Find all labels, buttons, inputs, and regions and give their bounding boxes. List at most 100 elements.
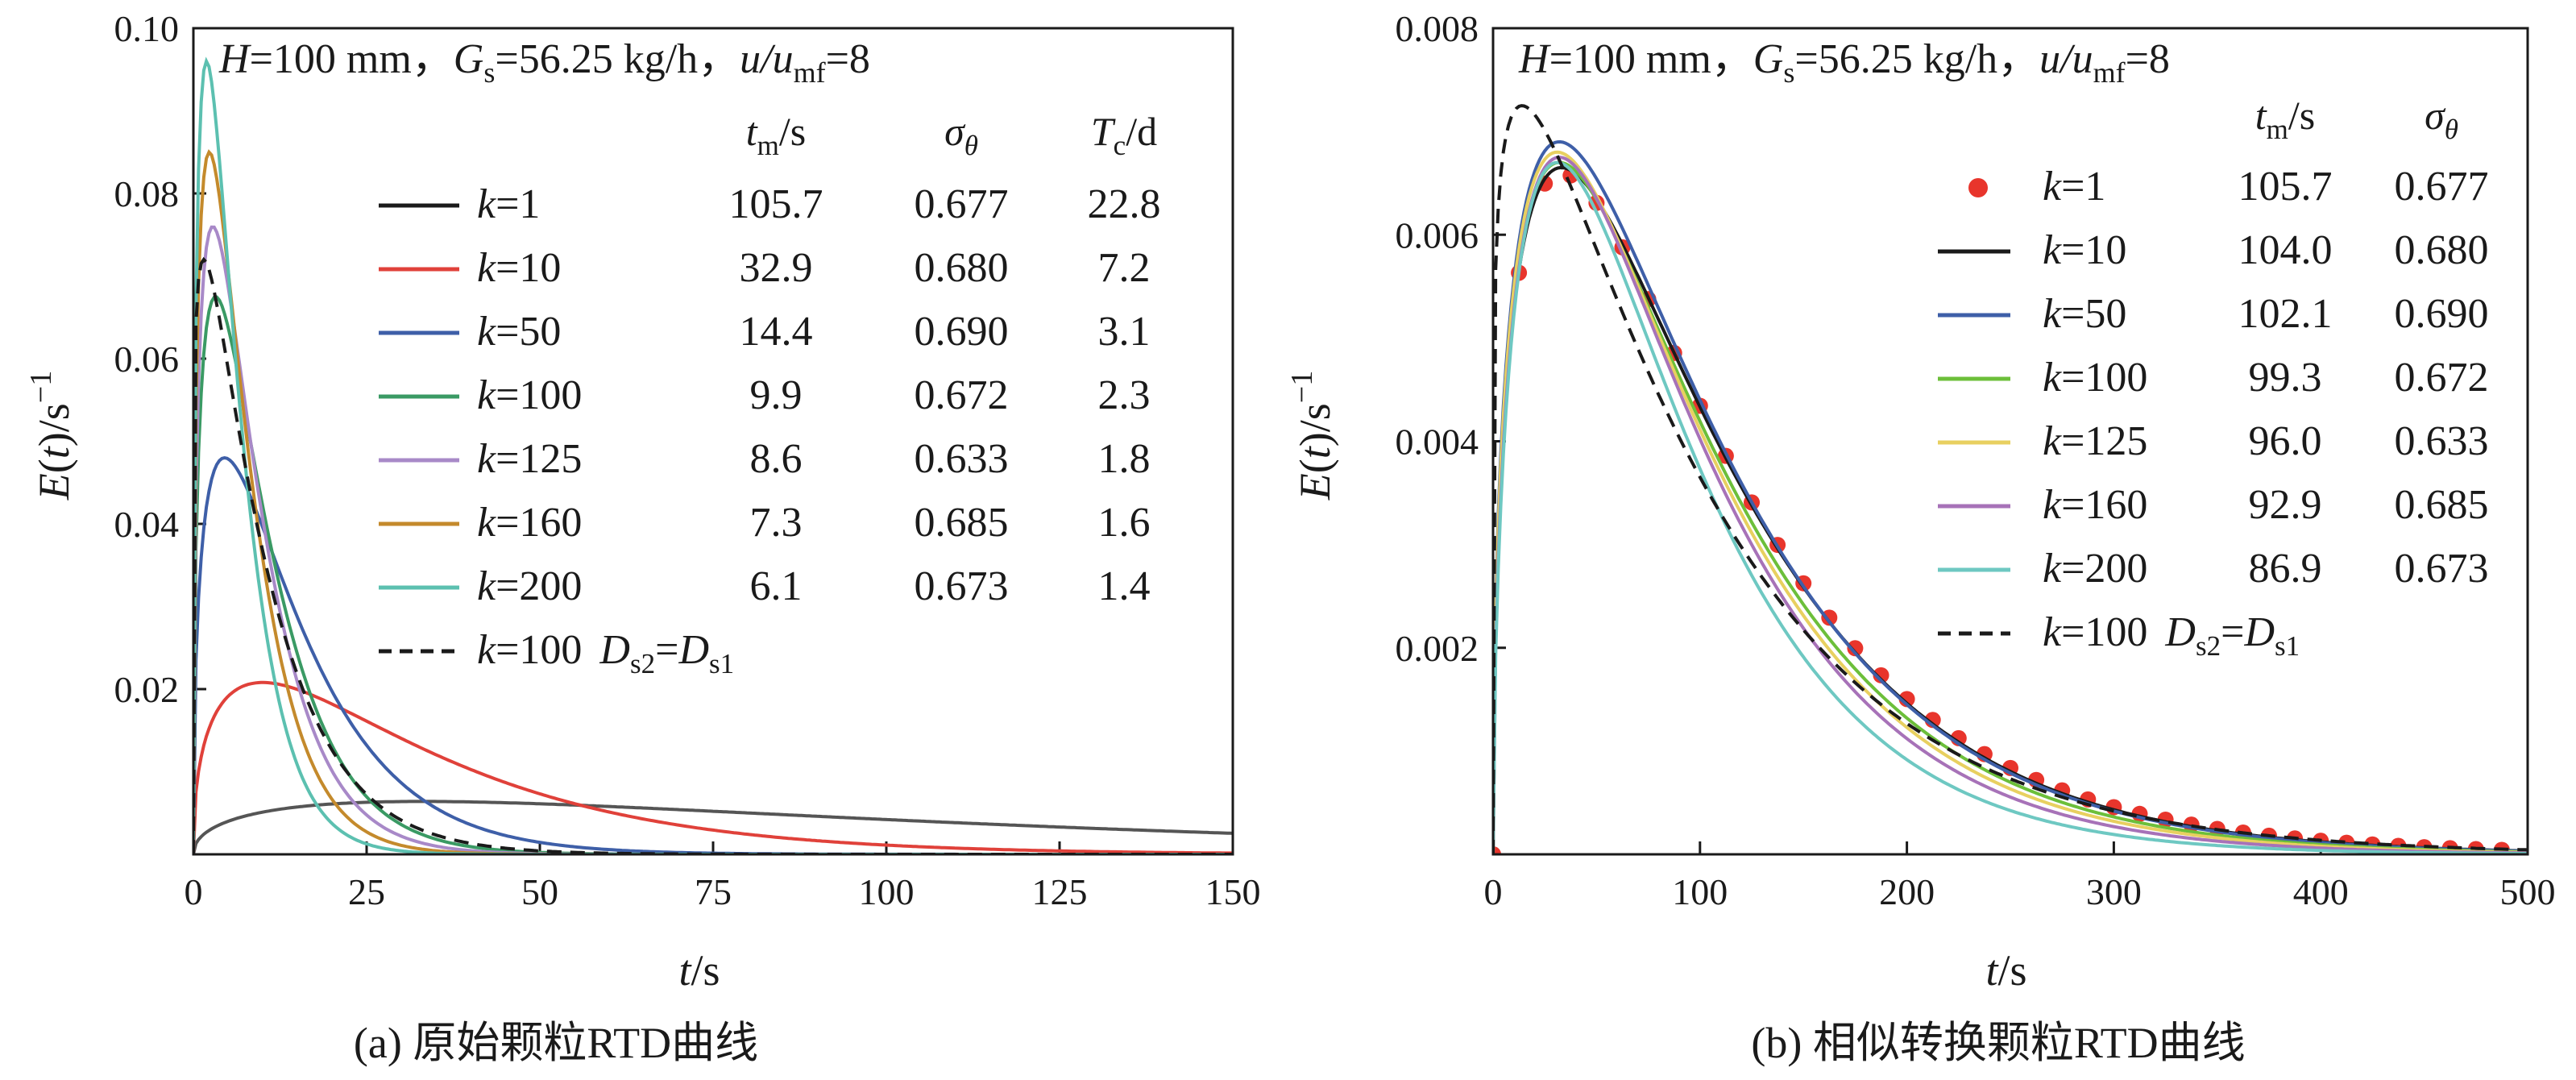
legend-label: k=50 bbox=[2043, 291, 2126, 337]
legend-item: k=50 14.4 0.690 3.1 bbox=[379, 309, 1151, 355]
table-value: 0.633 bbox=[915, 436, 1009, 482]
legend-label: k=100 Ds2=Ds1 bbox=[2043, 609, 2300, 662]
legend-label: k=10 bbox=[477, 245, 561, 291]
x-tick-label: 400 bbox=[2293, 871, 2349, 912]
table-value: 99.3 bbox=[2249, 355, 2322, 401]
series-line bbox=[1493, 156, 2528, 854]
x-axis-label: t/s bbox=[678, 946, 720, 995]
curves bbox=[193, 56, 1233, 854]
series-line bbox=[193, 225, 1233, 854]
series-line bbox=[1493, 139, 2528, 854]
legend-label: k=10 bbox=[2043, 227, 2126, 273]
plot-frame bbox=[1491, 27, 2529, 856]
legend-label: k=100 bbox=[477, 372, 582, 418]
table-value: 0.673 bbox=[2395, 546, 2489, 592]
table-value: 9.9 bbox=[750, 372, 803, 418]
table-value: 0.672 bbox=[915, 372, 1009, 418]
y-tick-label: 0.06 bbox=[114, 339, 180, 380]
x-tick-label: 300 bbox=[2086, 871, 2142, 912]
y-axis-label: E(t)/s−1 bbox=[1285, 371, 1339, 501]
table-value: 1.8 bbox=[1098, 436, 1151, 482]
legend-item: k=125 96.0 0.633 bbox=[1938, 418, 2489, 464]
legend-item: k=100 9.9 0.672 2.3 bbox=[379, 372, 1151, 418]
y-tick-label: 0.006 bbox=[1396, 214, 1479, 255]
table-value: 0.685 bbox=[915, 500, 1009, 546]
series-line bbox=[193, 800, 1233, 854]
x-tick-label: 500 bbox=[2500, 871, 2556, 912]
x-axis-label: t/s bbox=[1985, 946, 2026, 995]
table-value: 1.4 bbox=[1098, 563, 1151, 609]
table-value: 3.1 bbox=[1098, 309, 1151, 355]
legend-label: k=100 bbox=[2043, 355, 2147, 401]
annotation-text: H=100 mm，Gs=56.25 kg/h，u/umf=8 bbox=[218, 36, 870, 89]
table-value: 0.672 bbox=[2395, 355, 2489, 401]
table-value: 6.1 bbox=[750, 563, 803, 609]
series-line bbox=[193, 149, 1233, 854]
legend-item: k=10 32.9 0.680 7.2 bbox=[379, 245, 1151, 291]
table-value: 86.9 bbox=[2249, 546, 2322, 592]
table-value: 96.0 bbox=[2249, 418, 2322, 464]
y-tick-label: 0.08 bbox=[114, 173, 180, 214]
legend-label: k=200 bbox=[477, 563, 582, 609]
annotation-text: H=100 mm，Gs=56.25 kg/h，u/umf=8 bbox=[1518, 36, 2170, 89]
series-line bbox=[1493, 160, 2528, 854]
legend-item: k=50 102.1 0.690 bbox=[1938, 291, 2489, 337]
table-header: σθ bbox=[944, 109, 978, 161]
table-header: Tc/d bbox=[1091, 109, 1157, 161]
panel-a: 0 25 50 75 100 125 150 0.02 0.04 0.06 0.08 0.10 H=10… bbox=[24, 8, 1261, 1067]
legend-item: k=100 Ds2=Ds1 bbox=[1938, 609, 2300, 662]
table-value: 102.1 bbox=[2238, 291, 2333, 337]
series-line bbox=[193, 56, 1233, 854]
table-value: 0.673 bbox=[915, 563, 1009, 609]
table-value: 8.6 bbox=[750, 436, 803, 482]
table-header: tm/s bbox=[746, 109, 807, 161]
annotation: H=100 mm，Gs=56.25 kg/h，u/umf=8 bbox=[218, 36, 870, 89]
legend-label: k=100 Ds2=Ds1 bbox=[477, 627, 734, 679]
table-value: 0.677 bbox=[915, 181, 1009, 227]
series-line bbox=[1493, 160, 2528, 854]
series-line bbox=[1493, 165, 2528, 854]
table-value: 0.690 bbox=[2395, 291, 2489, 337]
legend-label: k=1 bbox=[2043, 164, 2105, 210]
table-value: 2.3 bbox=[1098, 372, 1151, 418]
y-tick-label: 0.04 bbox=[114, 504, 180, 545]
table-value: 0.633 bbox=[2395, 418, 2489, 464]
x-tick-label: 125 bbox=[1032, 871, 1088, 912]
x-tick-label: 50 bbox=[521, 871, 558, 912]
legend-item: k=100 99.3 0.672 bbox=[1938, 355, 2489, 401]
panel-caption: (a) 原始颗粒RTD曲线 bbox=[354, 1019, 758, 1067]
table-value: 92.9 bbox=[2249, 482, 2322, 528]
legend-label: k=125 bbox=[2043, 418, 2147, 464]
legend-item: k=10 104.0 0.680 bbox=[1938, 227, 2489, 273]
table-value: 104.0 bbox=[2238, 227, 2333, 273]
y-tick-label: 0.10 bbox=[114, 8, 180, 49]
series-line bbox=[1493, 150, 2528, 854]
table-value: 14.4 bbox=[740, 309, 813, 355]
x-tick-label: 0 bbox=[1484, 871, 1503, 912]
legend-item: k=160 92.9 0.685 bbox=[1938, 482, 2489, 528]
y-axis-label: E(t)/s−1 bbox=[24, 371, 78, 501]
legend-item: k=200 86.9 0.673 bbox=[1938, 546, 2489, 592]
plot-frame bbox=[192, 27, 1234, 856]
table-value: 0.677 bbox=[2395, 164, 2489, 210]
panel-caption: (b) 相似转换颗粒RTD曲线 bbox=[1751, 1019, 2245, 1067]
legend-label: k=50 bbox=[477, 309, 561, 355]
legend-label: k=160 bbox=[477, 500, 582, 546]
data-point bbox=[1847, 640, 1864, 657]
table-header: tm/s bbox=[2255, 93, 2316, 145]
table-value: 1.6 bbox=[1098, 500, 1151, 546]
annotation: H=100 mm，Gs=56.25 kg/h，u/umf=8 bbox=[1518, 36, 2170, 89]
series-line bbox=[1493, 104, 2528, 854]
legend-marker bbox=[1968, 178, 1988, 197]
table-value: 0.690 bbox=[915, 309, 1009, 355]
legend-label: k=1 bbox=[477, 181, 540, 227]
y-tick-label: 0.002 bbox=[1396, 628, 1479, 669]
legend-label: k=125 bbox=[477, 436, 582, 482]
panel-b: 0 100 200 300 400 500 0.002 0.004 0.006 0.008 H=10… bbox=[1285, 8, 2556, 1067]
table-value: 105.7 bbox=[729, 181, 823, 227]
x-tick-label: 100 bbox=[859, 871, 915, 912]
legend-item: k=160 7.3 0.685 1.6 bbox=[379, 500, 1151, 546]
data-point bbox=[1493, 846, 1501, 854]
legend-item: k=200 6.1 0.673 1.4 bbox=[379, 563, 1151, 609]
